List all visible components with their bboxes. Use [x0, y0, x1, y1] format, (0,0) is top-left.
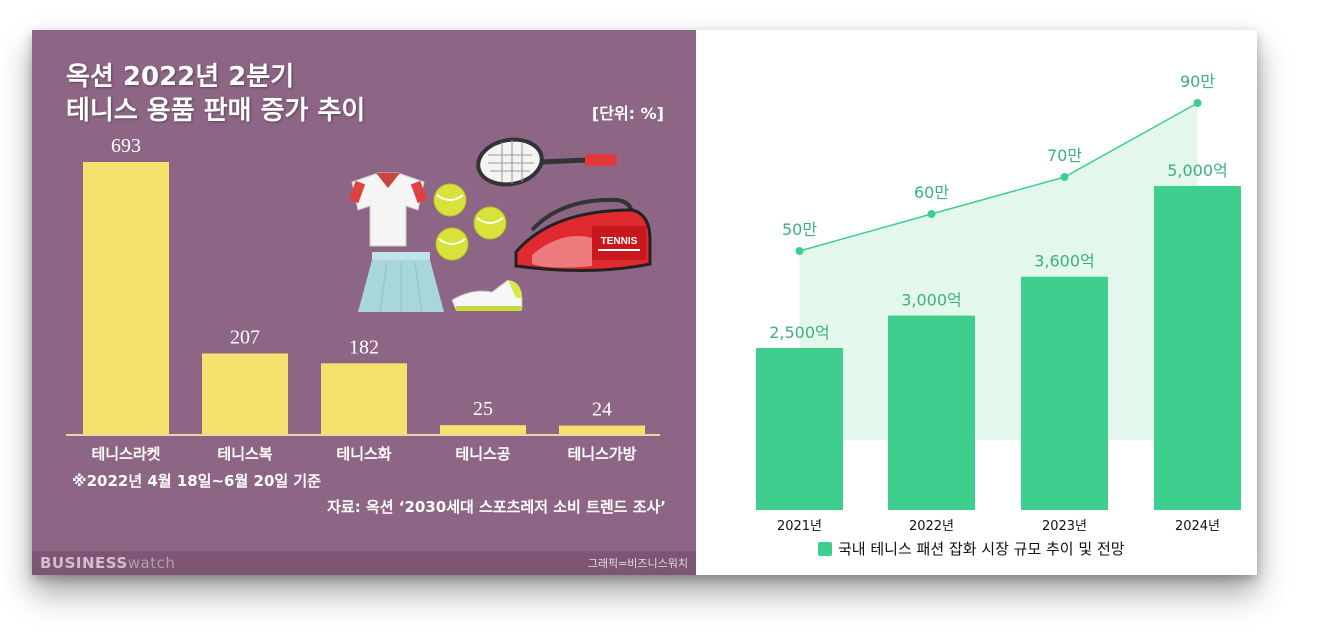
category-label: 테니스공 — [455, 445, 510, 463]
tennis-balls-icon — [433, 183, 507, 261]
bar-4 — [440, 425, 526, 435]
tennis-shoe-icon — [451, 279, 523, 311]
legend-swatch — [818, 541, 832, 556]
market-bar-3 — [1021, 276, 1108, 510]
bar-2 — [202, 353, 288, 435]
category-label: 테니스라켓 — [91, 445, 160, 463]
market-value-label: 3,000억 — [901, 291, 962, 310]
trend-value-label: 50만 — [782, 220, 817, 239]
tennis-bag-label: TENNIS — [601, 236, 638, 247]
right-chart-panel: 2,500억 2021년 3,000억 2022년 3,600억 2023년 5,000억 2… — [696, 30, 1257, 575]
unit-label: [단위: %] — [591, 104, 664, 123]
trend-line — [799, 102, 1198, 252]
market-bar-4 — [1154, 186, 1241, 510]
tennis-bag-icon: TENNIS — [514, 197, 652, 273]
source-note: 자료: 옥션 ‘2030세대 스포츠레저 소비 트렌드 조사’ — [327, 498, 666, 516]
category-label: 테니스가방 — [567, 445, 636, 463]
brand-logo: BUSINESSwatch — [40, 554, 176, 572]
market-bar-2 — [888, 315, 975, 510]
category-label: 테니스복 — [217, 445, 272, 463]
category-label: 테니스화 — [336, 445, 391, 463]
bar-value-label: 693 — [111, 135, 141, 157]
bar-value-label: 207 — [230, 326, 260, 348]
left-infographic-panel: 옥션 2022년 2분기 테니스 용품 판매 증가 추이 [단위: %] — [32, 30, 696, 575]
tennis-shirt-icon — [348, 172, 428, 247]
bar-3 — [321, 363, 407, 435]
tennis-illustration: TENNIS — [348, 137, 652, 313]
bottom-bar — [32, 551, 696, 575]
bar-1 — [83, 162, 169, 435]
bar-value-label: 182 — [349, 336, 379, 358]
legend-label: 국내 테니스 패션 잡화 시장 규모 추이 및 전망 — [838, 540, 1125, 558]
year-label: 2023년 — [1042, 519, 1087, 534]
trend-point — [1060, 173, 1069, 181]
market-value-label: 3,600억 — [1034, 252, 1095, 271]
market-bar-1 — [756, 348, 843, 510]
graphic-credit: 그래픽=비즈니스워치 — [587, 557, 688, 570]
footnote: ※2022년 4월 18일~6월 20일 기준 — [72, 472, 322, 490]
trend-point — [1193, 99, 1202, 107]
left-bar-chart: TENNIS 693 테니스라켓 207 테니스복 182 테니스화 25 테니스공 24 테니스… — [66, 135, 660, 463]
year-label: 2021년 — [777, 519, 822, 534]
trend-value-label: 60만 — [914, 183, 949, 202]
trend-area — [799, 103, 1198, 440]
tennis-skirt-icon — [358, 252, 444, 313]
left-chart-title: 옥션 2022년 2분기 테니스 용품 판매 증가 추이 — [66, 62, 366, 126]
racket-icon — [476, 137, 617, 187]
trend-value-label: 70만 — [1047, 146, 1082, 165]
bar-value-label: 25 — [473, 398, 493, 420]
bar-value-label: 24 — [592, 399, 612, 421]
legend: 국내 테니스 패션 잡화 시장 규모 추이 및 전망 — [818, 538, 1125, 559]
market-value-label: 5,000억 — [1167, 161, 1228, 180]
year-label: 2024년 — [1175, 519, 1220, 534]
market-value-label: 2,500억 — [769, 323, 830, 342]
trend-value-label: 90만 — [1180, 72, 1215, 91]
right-combo-chart: 2,500억 2021년 3,000억 2022년 3,600억 2023년 5,000억 2… — [756, 72, 1241, 534]
year-label: 2022년 — [909, 519, 954, 534]
trend-point — [795, 247, 804, 255]
bar-5 — [559, 425, 645, 435]
trend-point — [927, 210, 936, 218]
